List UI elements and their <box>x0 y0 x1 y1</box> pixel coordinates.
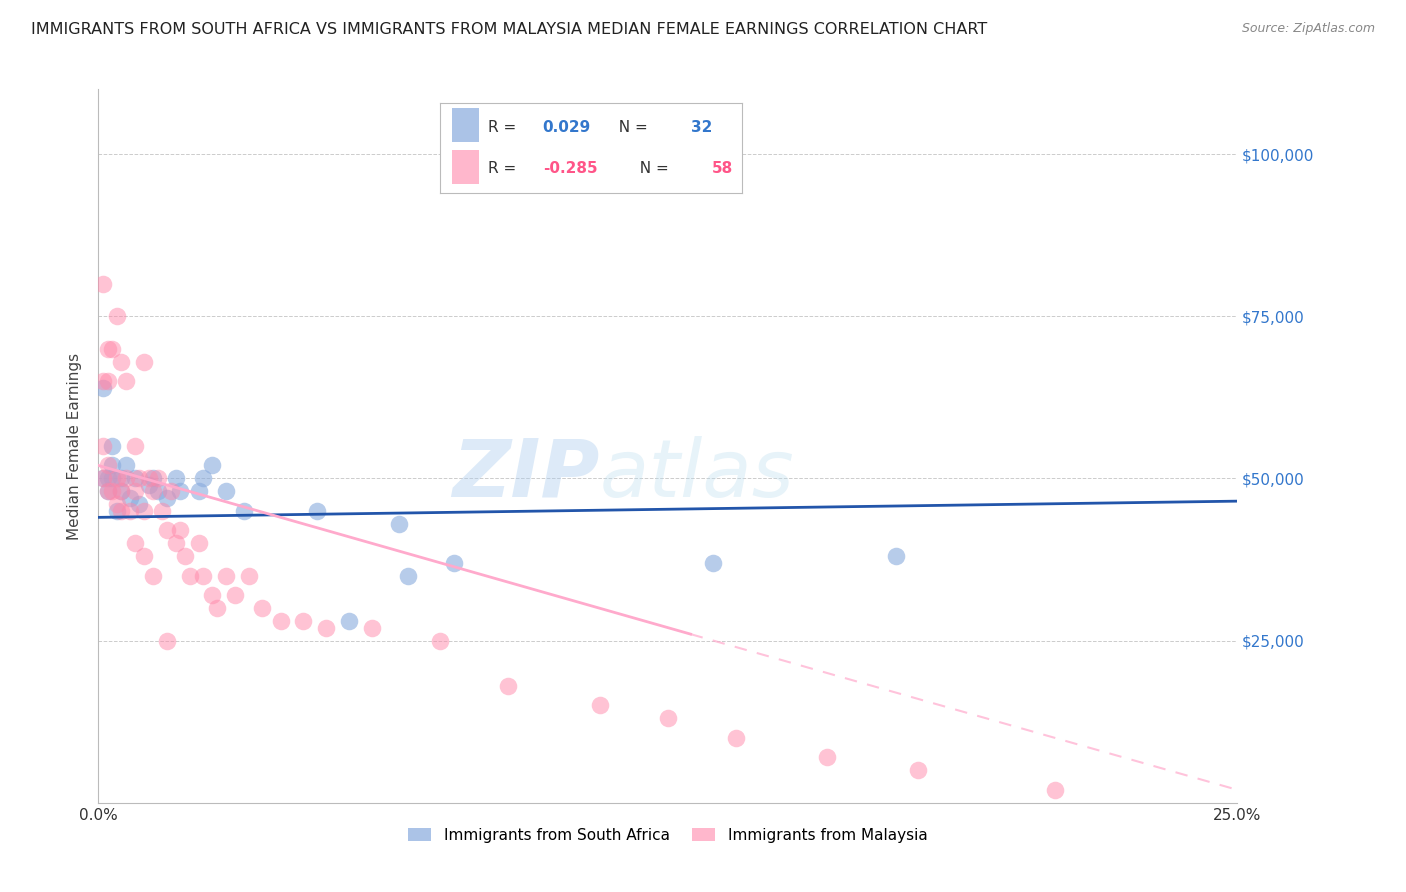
Point <box>114 471 136 485</box>
Point <box>174 549 197 564</box>
Point <box>101 458 124 473</box>
Point <box>160 484 183 499</box>
Point <box>142 568 165 582</box>
Point <box>156 491 179 505</box>
Point <box>907 764 929 778</box>
Point <box>101 342 124 356</box>
Point <box>91 439 114 453</box>
Y-axis label: Median Female Earnings: Median Female Earnings <box>67 352 83 540</box>
Point <box>205 601 228 615</box>
Point <box>91 381 114 395</box>
Point <box>96 458 118 473</box>
Point <box>105 497 128 511</box>
Point <box>224 588 246 602</box>
Point <box>588 698 610 713</box>
Point <box>142 471 165 485</box>
Point <box>337 614 360 628</box>
Point <box>96 471 118 485</box>
Point <box>105 471 128 485</box>
Point <box>101 484 124 499</box>
Text: atlas: atlas <box>599 435 794 514</box>
Point <box>156 524 179 538</box>
Point <box>169 484 191 499</box>
Point <box>96 484 118 499</box>
Point <box>132 549 155 564</box>
Point <box>124 484 146 499</box>
Point <box>91 471 114 485</box>
Point <box>215 484 238 499</box>
Point <box>105 310 128 324</box>
Point <box>215 568 238 582</box>
Point <box>193 568 215 582</box>
Point <box>132 354 155 368</box>
Point <box>443 556 465 570</box>
Point <box>142 484 165 499</box>
Point <box>91 374 114 388</box>
Point <box>179 568 201 582</box>
Point <box>429 633 451 648</box>
Point <box>657 711 679 725</box>
Point <box>114 458 136 473</box>
Point <box>702 556 724 570</box>
Point <box>96 374 118 388</box>
Point <box>169 524 191 538</box>
Point <box>193 471 215 485</box>
Point <box>238 568 260 582</box>
Point <box>101 471 124 485</box>
Point <box>110 484 132 499</box>
Point <box>146 471 169 485</box>
Point <box>201 588 224 602</box>
Point <box>187 484 209 499</box>
Point <box>396 568 419 582</box>
Point <box>138 478 160 492</box>
Text: ZIP: ZIP <box>453 435 599 514</box>
Text: IMMIGRANTS FROM SOUTH AFRICA VS IMMIGRANTS FROM MALAYSIA MEDIAN FEMALE EARNINGS : IMMIGRANTS FROM SOUTH AFRICA VS IMMIGRAN… <box>31 22 987 37</box>
Point <box>110 471 132 485</box>
Point <box>110 504 132 518</box>
Point <box>360 621 382 635</box>
Point <box>120 491 142 505</box>
Point <box>138 471 160 485</box>
Point <box>1043 782 1066 797</box>
Point <box>96 484 118 499</box>
Point <box>110 484 132 499</box>
Point <box>91 277 114 291</box>
Point <box>124 536 146 550</box>
Point <box>124 471 146 485</box>
Point <box>91 471 114 485</box>
Point <box>884 549 907 564</box>
Point <box>498 679 520 693</box>
Point <box>201 458 224 473</box>
Point <box>120 504 142 518</box>
Point <box>105 504 128 518</box>
Point <box>156 633 179 648</box>
Point <box>124 439 146 453</box>
Point <box>725 731 748 745</box>
Point <box>114 374 136 388</box>
Point <box>96 342 118 356</box>
Point <box>128 471 150 485</box>
Point <box>165 536 187 550</box>
Point <box>815 750 838 764</box>
Point <box>252 601 274 615</box>
Legend: Immigrants from South Africa, Immigrants from Malaysia: Immigrants from South Africa, Immigrants… <box>402 822 934 848</box>
Text: Source: ZipAtlas.com: Source: ZipAtlas.com <box>1241 22 1375 36</box>
Point <box>187 536 209 550</box>
Point <box>128 497 150 511</box>
Point <box>292 614 315 628</box>
Point <box>233 504 256 518</box>
Point <box>165 471 187 485</box>
Point <box>270 614 292 628</box>
Point <box>315 621 337 635</box>
Point <box>101 439 124 453</box>
Point <box>110 354 132 368</box>
Point <box>388 516 411 531</box>
Point <box>307 504 329 518</box>
Point <box>132 504 155 518</box>
Point <box>150 504 173 518</box>
Point <box>146 484 169 499</box>
